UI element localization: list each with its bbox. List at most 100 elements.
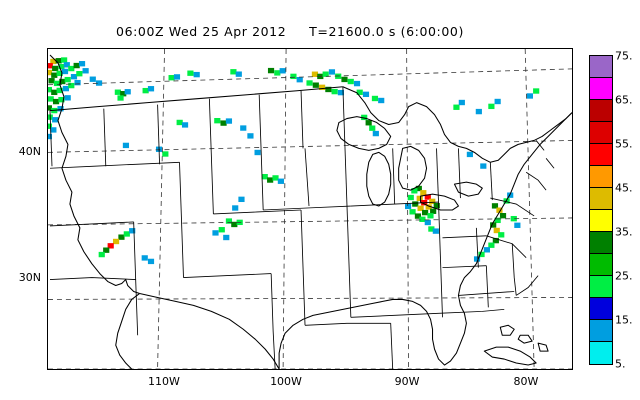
y-axis-tick-label: 30N bbox=[18, 271, 41, 284]
precip-cell bbox=[311, 71, 319, 77]
precip-cell bbox=[510, 215, 517, 222]
precip-cell bbox=[64, 76, 71, 83]
precip-cell bbox=[347, 78, 354, 85]
precip-cell bbox=[362, 91, 370, 98]
precip-cell bbox=[225, 118, 233, 124]
precip-cell bbox=[129, 228, 136, 234]
precip-cell bbox=[58, 63, 65, 70]
precip-cell bbox=[267, 67, 275, 74]
precip-cell bbox=[48, 78, 55, 84]
colorbar-swatch bbox=[590, 232, 612, 254]
precip-cell bbox=[48, 63, 53, 69]
colorbar-swatch bbox=[590, 276, 612, 298]
precip-cell bbox=[78, 61, 86, 67]
precip-cell bbox=[277, 178, 284, 184]
precip-cell bbox=[353, 80, 361, 87]
colorbar-tick-label: 35. bbox=[615, 225, 633, 239]
precip-cell bbox=[404, 203, 412, 210]
precip-cell bbox=[212, 230, 219, 236]
x-axis-tick-label: 100W bbox=[270, 375, 302, 388]
precip-cell bbox=[322, 71, 329, 77]
precip-cell bbox=[50, 58, 57, 65]
colorbar-swatch bbox=[590, 254, 612, 276]
precip-cell bbox=[48, 133, 52, 140]
precip-cell bbox=[48, 96, 54, 102]
precip-cell bbox=[59, 78, 66, 85]
precip-cell bbox=[147, 258, 155, 265]
precip-cell bbox=[261, 174, 268, 180]
figure-title: 06:00Z Wed 25 Apr 2012 T=21600.0 s (6:00… bbox=[116, 24, 464, 39]
colorbar-swatch bbox=[590, 166, 612, 188]
colorbar-tick-label: 25. bbox=[615, 269, 633, 283]
precip-cell bbox=[214, 117, 221, 124]
precip-cell bbox=[514, 222, 521, 228]
precip-cell bbox=[496, 207, 503, 213]
precip-cell bbox=[480, 163, 487, 169]
precip-cell bbox=[296, 77, 303, 83]
x-axis-tick-label: 90W bbox=[394, 375, 420, 388]
precip-cell bbox=[341, 76, 348, 83]
precip-cell bbox=[223, 234, 230, 241]
precip-cell bbox=[52, 65, 59, 72]
precip-cell bbox=[254, 149, 261, 156]
precip-cell bbox=[411, 188, 418, 194]
precip-cell bbox=[73, 62, 80, 69]
precip-cell bbox=[53, 80, 61, 87]
precip-cell bbox=[306, 80, 313, 86]
precip-cell bbox=[82, 68, 89, 74]
precip-cell bbox=[117, 95, 124, 101]
colorbar-swatch bbox=[590, 342, 612, 364]
precip-cell bbox=[48, 86, 52, 93]
precip-cell bbox=[475, 108, 482, 115]
precip-cell bbox=[415, 185, 422, 192]
precip-cell bbox=[432, 228, 439, 234]
precip-cell bbox=[417, 205, 424, 211]
precip-cell bbox=[422, 209, 429, 216]
precip-cell bbox=[533, 88, 540, 94]
precip-cell bbox=[419, 216, 426, 222]
precip-cell bbox=[61, 68, 69, 75]
precip-cell bbox=[420, 190, 427, 196]
precip-cell bbox=[240, 125, 247, 131]
precip-cell bbox=[168, 75, 175, 81]
precip-cell bbox=[429, 198, 436, 205]
precip-cell bbox=[328, 69, 336, 75]
precip-cell bbox=[488, 242, 495, 248]
precip-cell bbox=[356, 89, 363, 95]
precip-cell bbox=[95, 80, 103, 86]
precip-cell bbox=[369, 125, 376, 131]
y-axis-tick-label: 40N bbox=[18, 145, 41, 158]
precip-cell bbox=[272, 175, 279, 181]
precip-cell bbox=[176, 119, 183, 126]
colorbar-swatch bbox=[590, 210, 612, 232]
precip-cell bbox=[407, 194, 414, 201]
precip-cell bbox=[193, 71, 200, 78]
precip-cell bbox=[493, 227, 500, 234]
precip-cell bbox=[414, 213, 422, 219]
colorbar-swatch bbox=[590, 122, 612, 144]
precip-cell bbox=[62, 85, 69, 92]
precip-cell bbox=[247, 133, 254, 139]
precip-cell bbox=[492, 237, 499, 244]
colorbar-tick-label: 45. bbox=[615, 181, 633, 195]
precip-cell bbox=[162, 151, 169, 157]
precip-cell bbox=[56, 70, 63, 77]
precip-cell bbox=[218, 227, 225, 233]
precip-cell bbox=[124, 89, 131, 95]
precip-cell bbox=[372, 130, 379, 137]
precip-cell bbox=[225, 218, 233, 224]
colorbar-swatch bbox=[590, 100, 612, 122]
precip-cell bbox=[416, 195, 423, 202]
precip-cell bbox=[50, 127, 57, 133]
precip-cell bbox=[107, 243, 114, 249]
x-axis-tick-label: 110W bbox=[148, 375, 180, 388]
colorbar-tick-label: 15. bbox=[615, 313, 633, 327]
precip-cell bbox=[123, 231, 130, 237]
precip-cell bbox=[61, 57, 68, 63]
colorbar-tick-label: 55. bbox=[615, 137, 633, 151]
precip-cell bbox=[181, 122, 189, 128]
precip-cell bbox=[433, 202, 440, 209]
precip-cell bbox=[499, 212, 507, 219]
precip-cell bbox=[52, 98, 60, 105]
